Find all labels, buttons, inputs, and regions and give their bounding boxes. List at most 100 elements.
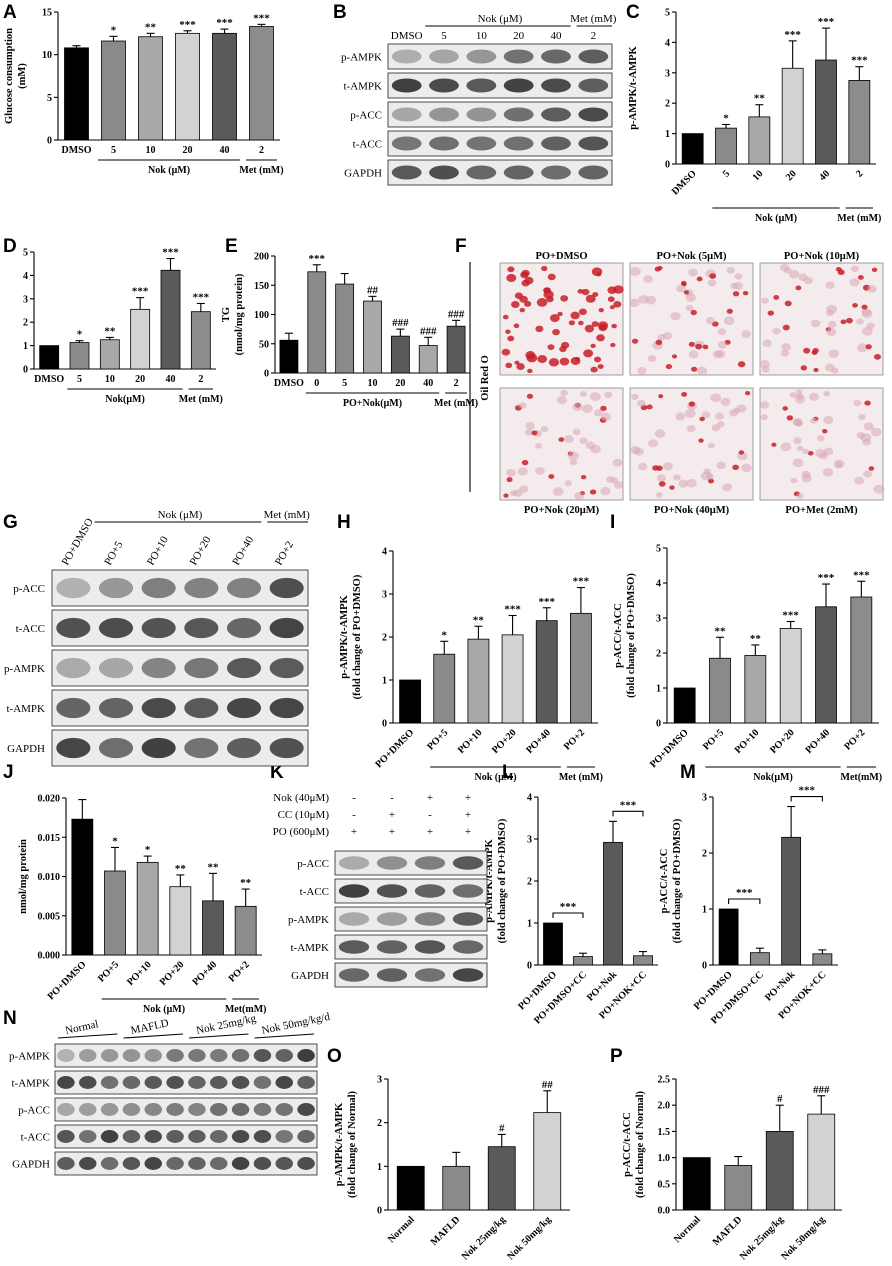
blot-group-label: Met (mM): [570, 13, 616, 25]
lipid-droplet: [524, 429, 533, 436]
significance-mark: *: [112, 835, 118, 847]
panel-label-a: A: [3, 2, 17, 23]
lipid-droplet: [688, 341, 695, 347]
blot-condition-value: -: [428, 809, 432, 821]
blot-lane-label: 2: [591, 30, 597, 42]
lipid-droplet: [585, 294, 596, 303]
y-tick-label: 2.0: [658, 1101, 671, 1112]
lipid-droplet: [501, 348, 511, 356]
blot-band: [184, 737, 219, 759]
lipid-droplet: [784, 300, 792, 307]
x-tick-label: 2: [854, 168, 865, 179]
bar: [307, 271, 327, 374]
significance-mark: **: [754, 93, 766, 105]
lipid-droplet: [600, 486, 611, 496]
blot-band: [188, 1049, 206, 1062]
y-tick-label: 4: [656, 579, 661, 590]
lipid-droplet: [850, 265, 859, 273]
lipid-droplet: [871, 267, 878, 272]
bar: [850, 596, 873, 724]
y-tick-label: 200: [254, 252, 269, 263]
blots-layer: p-AMPKt-AMPKp-ACCt-ACCGAPDHp-ACCt-ACCp-A…: [4, 13, 617, 1176]
bar: [104, 870, 126, 956]
lipid-droplet: [579, 437, 588, 444]
lipid-droplet: [535, 442, 543, 449]
lipid-droplet: [552, 487, 564, 496]
y-tick-label: 1: [702, 905, 707, 916]
lipid-droplet: [589, 489, 597, 495]
blot-band: [210, 1157, 228, 1170]
chart-d: 012345p-ACC/t-ACCDMSO*5**10***20***40***…: [23, 247, 223, 405]
lipid-droplet: [527, 368, 533, 374]
blot-condition-value: -: [352, 792, 356, 804]
lipid-droplet: [782, 406, 789, 411]
lipid-droplet: [577, 288, 584, 294]
lipid-droplet: [547, 273, 556, 281]
blot-row-label: t-AMPK: [290, 942, 329, 954]
blot-band: [578, 136, 609, 151]
lipid-droplet: [761, 297, 769, 304]
x-tick-label: 10: [105, 374, 115, 385]
lipid-droplet: [568, 320, 576, 326]
bar: [442, 1165, 471, 1211]
lipid-droplet: [840, 319, 847, 325]
lipid-droplet: [547, 344, 555, 350]
lipid-droplet: [827, 320, 837, 329]
y-axis-label-line: p-AMPK/t-AMPK: [339, 594, 350, 678]
lipid-droplet: [779, 263, 790, 272]
x-tick-label: PO+DMSO: [373, 727, 416, 770]
blot-band: [452, 940, 484, 954]
lipid-droplet: [647, 355, 657, 363]
y-axis-label-line: (mM): [17, 63, 28, 89]
x-tick-label: 5: [77, 374, 82, 385]
y-tick-label: 4: [527, 793, 532, 804]
blot-band: [338, 968, 370, 982]
blot-band: [100, 1049, 119, 1062]
lipid-droplet: [521, 269, 530, 277]
blot-band: [391, 78, 422, 93]
blot-band: [391, 136, 422, 151]
blot-lane-label: DMSO: [391, 30, 423, 42]
significance-mark: ***: [736, 887, 753, 899]
blot-band: [466, 165, 497, 180]
lipid-droplet: [856, 431, 866, 439]
y-axis-label-line: (fold change of PO+DMSO): [352, 574, 363, 699]
lipid-droplet: [546, 296, 554, 303]
lipid-droplet: [607, 286, 617, 294]
blot-band: [144, 1157, 162, 1170]
blot-band: [57, 1157, 75, 1170]
lipid-droplet: [655, 492, 663, 498]
lipid-droplet: [572, 428, 581, 436]
significance-mark: **: [208, 861, 220, 873]
lipid-droplet: [574, 491, 585, 500]
bar: [682, 1157, 711, 1211]
blot-condition-value: +: [351, 826, 357, 838]
x-tick-label: PO+2: [562, 727, 587, 752]
lipid-droplet: [604, 391, 613, 399]
lipid-droplet: [732, 291, 740, 297]
blot-band: [391, 49, 422, 64]
lipid-droplet: [863, 422, 874, 431]
y-axis-label-line: (fold change of PO+DMSO): [626, 573, 637, 698]
lipid-droplet: [726, 308, 733, 314]
lipid-droplet: [826, 327, 837, 336]
blot-strip: [387, 130, 613, 157]
blot-band: [466, 107, 497, 122]
significance-mark: ***: [560, 901, 577, 913]
blot-condition-value: -: [352, 809, 356, 821]
lipid-droplet: [849, 278, 860, 287]
lipid-droplet: [655, 339, 663, 346]
bar: [748, 116, 771, 165]
y-axis-label: p-AMPK/t-AMPK (fold change of PO+DMSO): [339, 574, 363, 699]
blot-band: [429, 165, 459, 180]
blot-group-line: [57, 1033, 118, 1039]
x-tick-label: PO+40: [524, 727, 553, 756]
blot-band: [184, 577, 219, 599]
blot-lane-label: PO+10: [145, 534, 171, 568]
y-tick-label: 1.0: [658, 1153, 671, 1164]
lipid-droplet: [505, 362, 513, 369]
bar: [715, 127, 737, 165]
chart-a: 0 5 10 15 Glucose consumption (mM) DMSO * 5 ** 10 *…: [4, 8, 284, 177]
y-tick-label: 2: [527, 877, 532, 888]
blot-band: [452, 856, 484, 870]
